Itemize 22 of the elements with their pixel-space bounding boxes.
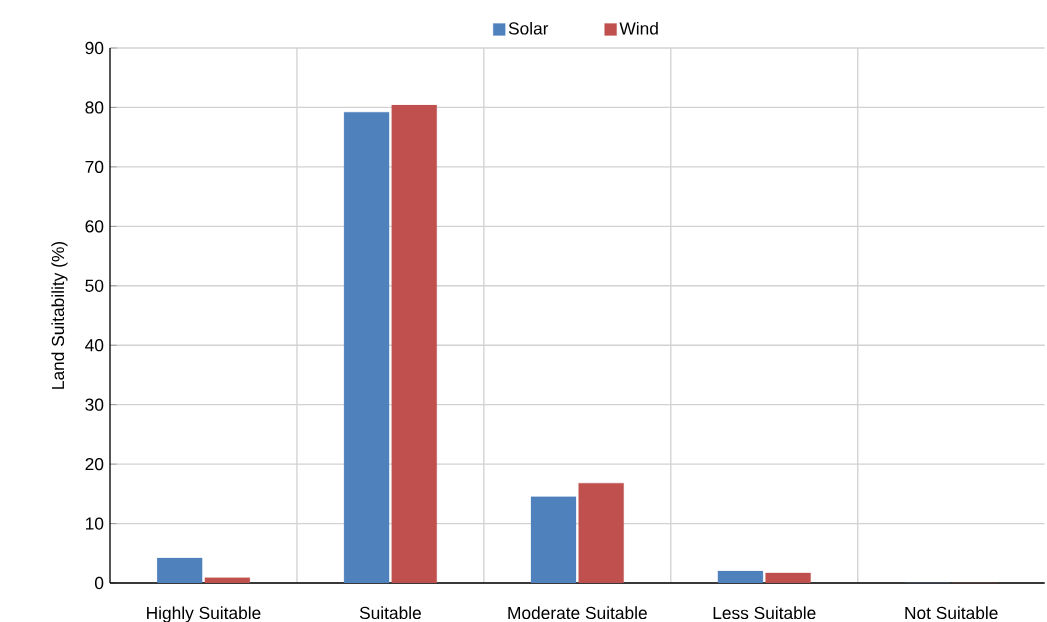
- bar: [717, 570, 764, 583]
- y-tick-label: 70: [85, 160, 104, 174]
- x-tick-label: Not Suitable: [905, 606, 998, 620]
- x-tick-label: Highly Suitable: [147, 606, 261, 622]
- bar: [156, 557, 203, 583]
- x-tick-label: Suitable: [359, 606, 421, 620]
- y-tick-label: 10: [86, 517, 104, 530]
- y-tick-label: 40: [85, 339, 104, 352]
- y-tick-label: 0: [94, 576, 104, 590]
- y-tick-label: 20: [85, 457, 104, 471]
- legend-label: Wind: [619, 21, 658, 35]
- x-tick-label: Moderate Suitable: [508, 606, 647, 620]
- y-tick-label: 50: [85, 279, 104, 292]
- x-tick-label: Less Suitable: [713, 606, 816, 620]
- y-tick-label: 30: [85, 398, 104, 411]
- legend-label: Solar: [508, 21, 549, 35]
- bar: [343, 112, 390, 583]
- bar: [530, 496, 577, 583]
- y-tick-label: 80: [85, 101, 104, 114]
- y-axis-title: Land Suitability (%): [51, 241, 68, 389]
- y-tick-label: 90: [85, 41, 104, 55]
- y-tick-label: 60: [85, 220, 104, 233]
